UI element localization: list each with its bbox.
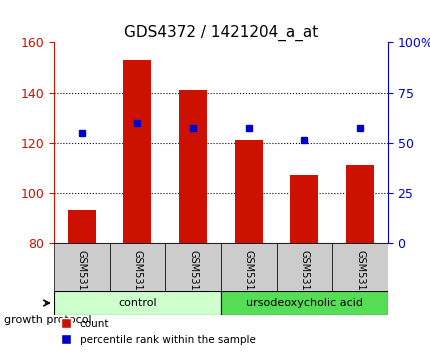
Bar [290, 175, 318, 243]
Text: growth protocol: growth protocol [4, 315, 92, 325]
Text: GSM531773: GSM531773 [354, 250, 364, 309]
FancyBboxPatch shape [276, 243, 332, 291]
FancyBboxPatch shape [221, 291, 387, 315]
Text: GSM531769: GSM531769 [132, 250, 142, 309]
Legend: count, percentile rank within the sample: count, percentile rank within the sample [57, 315, 259, 349]
FancyBboxPatch shape [54, 243, 109, 291]
FancyBboxPatch shape [109, 243, 165, 291]
Bar [68, 210, 95, 243]
FancyBboxPatch shape [54, 291, 221, 315]
Text: GSM531768: GSM531768 [77, 250, 86, 309]
Text: GSM531771: GSM531771 [243, 250, 253, 309]
Text: ursodeoxycholic acid: ursodeoxycholic acid [246, 298, 362, 308]
Bar [123, 60, 151, 243]
Bar [345, 165, 373, 243]
Title: GDS4372 / 1421204_a_at: GDS4372 / 1421204_a_at [123, 25, 317, 41]
Bar [179, 90, 206, 243]
Text: GSM531770: GSM531770 [187, 250, 198, 309]
FancyBboxPatch shape [165, 243, 221, 291]
FancyBboxPatch shape [221, 243, 276, 291]
Text: GSM531772: GSM531772 [299, 250, 309, 309]
Bar [234, 140, 262, 243]
Text: control: control [118, 298, 157, 308]
FancyBboxPatch shape [332, 243, 387, 291]
